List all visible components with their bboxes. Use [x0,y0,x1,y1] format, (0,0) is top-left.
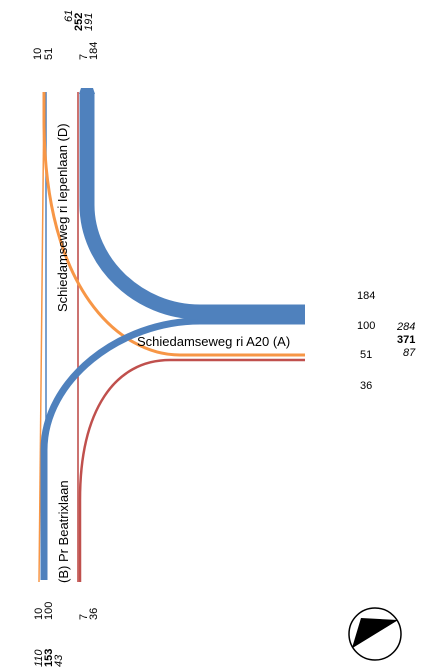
left-totals: 110 153 43 [33,649,65,667]
top-total-out: 191 [83,13,95,31]
road-label-top: Schiedamseweg ri Iepenlaan (D) [55,123,70,312]
right-total-out: 87 [403,347,416,359]
right-totals: 284 371 87 [396,321,416,359]
flow-top-right-blue [79,92,305,320]
left-total-out: 43 [53,654,65,667]
flow-top-arrow-cap [79,88,95,94]
flow-right-top-orange [42,92,305,357]
top-count: 7 [78,54,90,60]
compass-icon [348,607,402,661]
road-label-right: Schiedamseweg ri A20 (A) [137,334,290,349]
right-total-sum: 371 [397,334,415,346]
flow-bands [38,88,305,583]
top-totals: 61 252 191 [63,10,95,31]
top-count: 51 [43,48,55,60]
left-count: 100 [43,602,55,620]
top-total-sum: 252 [73,13,85,31]
right-count: 100 [357,320,375,332]
road-label-left: (B) Pr Beatrixlaan [56,480,71,583]
left-total-sum: 153 [43,649,55,667]
right-total-in: 284 [396,321,415,333]
left-count: 10 [33,608,45,620]
flow-left-top-orange [38,91,45,583]
right-count: 36 [360,380,372,392]
top-total-in: 61 [63,10,75,22]
right-movement-counts: 184 100 51 36 [357,290,375,392]
left-count: 7 [78,614,90,620]
left-movement-counts: 10 100 7 36 [33,602,100,620]
right-count: 51 [360,349,372,361]
top-count: 184 [88,42,100,60]
top-count: 10 [32,48,44,60]
left-count: 36 [88,608,100,620]
left-total-in: 110 [33,649,45,667]
right-count: 184 [357,290,375,302]
flow-right-left-red [78,358,305,582]
top-movement-counts: 10 51 7 184 [32,42,100,60]
flow-right-left-blue [40,317,305,580]
